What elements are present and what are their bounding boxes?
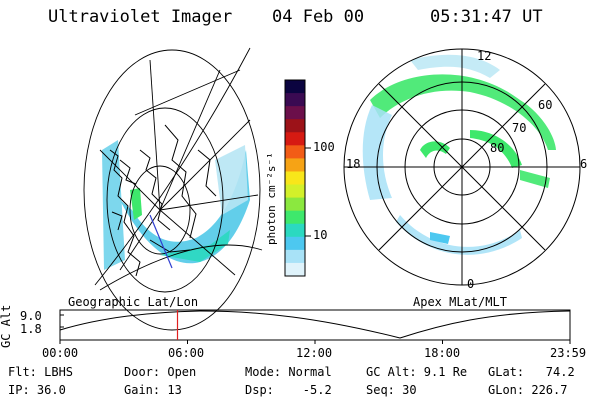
info-glat: GLat: 74.2 — [488, 365, 575, 379]
colorbar-segment — [285, 158, 305, 172]
timeline-x-tick-3: 18:00 — [424, 346, 461, 360]
colorbar-segment — [285, 197, 305, 212]
info-door: Door: Open — [124, 365, 197, 379]
colorbar-segment — [285, 171, 305, 186]
colorbar-segment — [285, 223, 305, 238]
colorbar-segment — [285, 210, 305, 225]
info-mode: Mode: Normal — [245, 365, 332, 379]
info-dsp: Dsp: -5.2 — [245, 383, 332, 397]
colorbar-segment — [285, 132, 305, 146]
orbit-timeline — [59, 309, 571, 341]
colorbar-segment — [285, 262, 305, 277]
timeline-x-tick-1: 06:00 — [168, 346, 205, 360]
mlat-label-70: 70 — [512, 121, 527, 135]
info-seq: Seq: 30 — [366, 383, 417, 397]
colorbar-segment — [285, 106, 305, 120]
polar-caption: Apex MLat/MLT — [413, 295, 507, 309]
date-label: 04 Feb 00 — [272, 7, 365, 27]
colorbar-segment — [285, 145, 305, 159]
instrument-title: Ultraviolet Imager — [48, 7, 233, 27]
colorbar-segment — [285, 184, 305, 199]
timeline-x-tick-4: 23:59 — [550, 346, 587, 360]
colorbar-tick-10: 10 — [313, 228, 328, 242]
mlt-label-6: 6 — [580, 157, 588, 171]
colorbar-segment — [285, 119, 305, 133]
colorbar-tick-100: 100 — [313, 140, 335, 154]
timeline-y-label: GC Alt — [0, 304, 13, 348]
info-flt: Flt: LBHS — [8, 365, 74, 379]
timeline-y-tick-high: 9.0 — [20, 309, 42, 323]
polar-image — [343, 48, 581, 286]
timeline-y-tick-low: 1.8 — [20, 322, 42, 336]
timeline-ticks — [59, 340, 571, 344]
info-gc-alt: GC Alt: 9.1 Re — [366, 365, 468, 379]
mlat-label-60: 60 — [538, 98, 553, 112]
colorbar-unit-label: photon cm⁻²s⁻¹ — [265, 152, 278, 245]
info-glon: GLon: 226.7 — [488, 383, 568, 397]
geo-caption: Geographic Lat/Lon — [68, 295, 199, 309]
mlt-label-0: 0 — [467, 277, 475, 291]
colorbar-segment — [285, 80, 305, 94]
timeline-x-tick-0: 00:00 — [42, 346, 79, 360]
colorbar-segment — [285, 249, 305, 264]
colorbar-segment — [285, 93, 305, 107]
info-gain: Gain: 13 — [124, 383, 182, 397]
mlat-label-80: 80 — [490, 141, 505, 155]
intensity-colorbar — [285, 80, 305, 277]
mlt-label-12: 12 — [477, 49, 492, 63]
time-label: 05:31:47 UT — [430, 7, 543, 27]
geographic-image — [83, 47, 263, 331]
timeline-x-tick-2: 12:00 — [296, 346, 333, 360]
info-ip: IP: 36.0 — [8, 383, 66, 397]
colorbar-segment — [285, 236, 305, 251]
mlt-label-18: 18 — [346, 157, 361, 171]
